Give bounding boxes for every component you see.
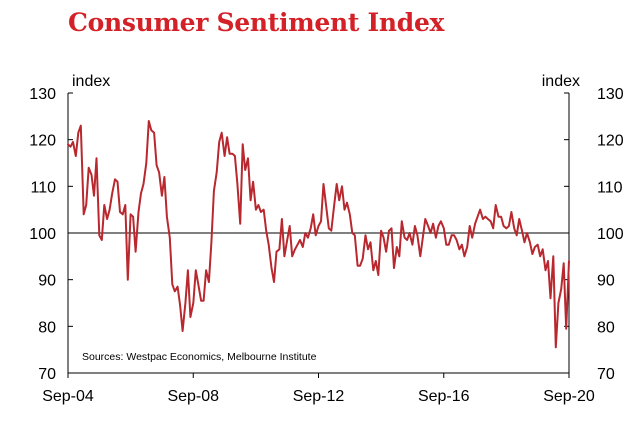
y-tick-label-left: 100 bbox=[29, 226, 56, 243]
axes bbox=[67, 93, 570, 374]
y-tick-label-right: 80 bbox=[597, 319, 615, 336]
series-line bbox=[67, 120, 570, 349]
y-tick-label-left: 90 bbox=[38, 273, 56, 290]
y-tick-label-left: 80 bbox=[38, 319, 56, 336]
y-tick-label-left: 130 bbox=[29, 86, 56, 103]
y-tick-label-left: 120 bbox=[29, 133, 56, 150]
source-note: Sources: Westpac Economics, Melbourne In… bbox=[82, 351, 317, 363]
y-tick-label-right: 120 bbox=[597, 133, 624, 150]
y-tick-label-left: 110 bbox=[30, 179, 56, 196]
y-tick-label-left: 70 bbox=[38, 366, 56, 383]
x-tick-label: Sep-20 bbox=[543, 388, 595, 405]
ticks bbox=[67, 92, 570, 378]
right-unit-label: index bbox=[542, 73, 580, 90]
tick-labels: 70 70 80 80 90 90 100 100 110 110 120 120 130 130 Sep-… bbox=[29, 86, 624, 405]
chart-title: Consumer Sentiment Index bbox=[68, 8, 445, 37]
series-group bbox=[67, 120, 570, 349]
x-tick-label: Sep-16 bbox=[418, 388, 470, 405]
x-tick-label: Sep-12 bbox=[293, 388, 345, 405]
y-tick-label-right: 100 bbox=[597, 226, 624, 243]
y-tick-label-right: 130 bbox=[597, 86, 624, 103]
x-tick-label: Sep-08 bbox=[167, 388, 219, 405]
y-tick-label-right: 70 bbox=[597, 366, 615, 383]
y-tick-label-right: 90 bbox=[597, 273, 615, 290]
left-unit-label: index bbox=[72, 73, 110, 90]
x-tick-label: Sep-04 bbox=[42, 388, 94, 405]
y-tick-label-right: 110 bbox=[597, 179, 623, 196]
